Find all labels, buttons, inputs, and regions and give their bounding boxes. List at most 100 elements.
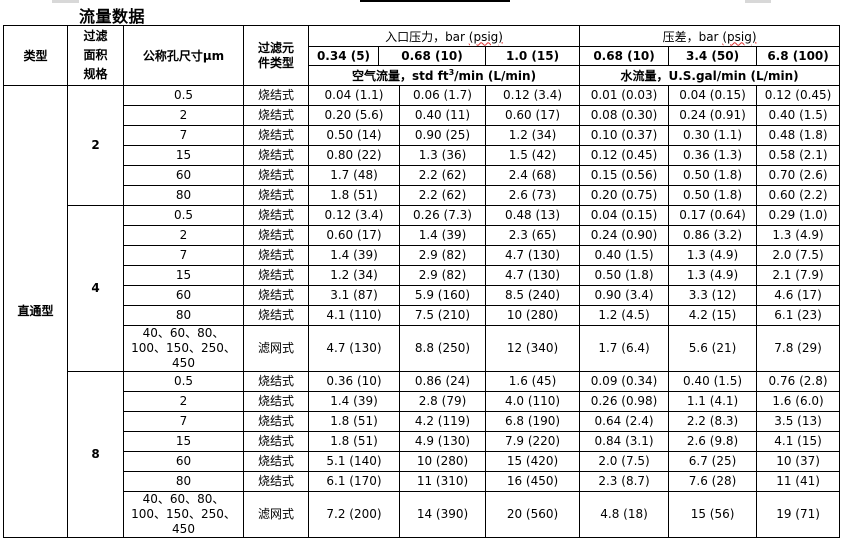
pore-size-text: 2	[179, 228, 188, 242]
air-flow-cell: 0.48 (13)	[484, 205, 581, 226]
water-flow-cell: 0.30 (1.1)	[668, 125, 758, 146]
water-flow-cell: 0.84 (3.1)	[579, 431, 670, 452]
pressure-diff-label: 压差，bar	[662, 29, 719, 44]
filter-area-cell: 8	[67, 371, 124, 538]
air-flow-cell: 1.5 (42)	[484, 145, 581, 166]
pore-size-text: 40、60、80、100、150、250、450	[131, 492, 236, 537]
inlet-pressure-label: 入口压力，bar	[385, 29, 465, 44]
air-flow-cell: 4.2 (119)	[399, 411, 486, 432]
water-flow-cell: 4.2 (15)	[668, 305, 758, 326]
air-flow-cell: 0.12 (3.4)	[308, 205, 400, 226]
element-type-cell: 烧结式	[243, 145, 309, 166]
air-flow-exponent: 3	[448, 68, 455, 77]
table-row: 7 烧结式 1.4 (39) 2.9 (82) 4.7 (130) 0.40 (1.5) 1…	[4, 245, 841, 266]
pore-size-cell: 15	[123, 431, 244, 452]
table-row: 60 烧结式 1.7 (48) 2.2 (62) 2.4 (68) 0.15 (0.56)…	[4, 165, 841, 186]
filter-area-cell: 2	[67, 85, 124, 206]
air-flow-cell: 2.2 (62)	[399, 185, 486, 206]
air-flow-label: 空气流量，std ft	[351, 69, 449, 83]
filter-area-cell: 4	[67, 205, 124, 372]
air-flow-cell: 1.8 (51)	[308, 411, 400, 432]
element-type-cell: 烧结式	[243, 205, 309, 226]
pore-size-cell: 7	[123, 411, 244, 432]
water-flow-cell: 0.40 (1.5)	[668, 371, 758, 392]
pore-size-cell: 0.5	[123, 205, 244, 226]
pore-size-text: 60	[175, 288, 192, 302]
element-type-cell: 烧结式	[243, 105, 309, 126]
water-flow-cell: 2.6 (9.8)	[668, 431, 758, 452]
water-flow-cell: 1.3 (4.9)	[756, 225, 841, 246]
page-rule	[360, 0, 510, 2]
pore-size-cell: 60	[123, 165, 244, 186]
water-flow-cell: 0.12 (0.45)	[579, 145, 670, 166]
pore-size-text: 7	[179, 414, 188, 428]
water-flow-cell: 11 (41)	[756, 471, 841, 492]
pore-size-text: 0.5	[173, 88, 194, 102]
pore-size-text: 7	[179, 128, 188, 142]
pore-size-text: 7	[179, 248, 188, 262]
element-type-cell: 烧结式	[243, 165, 309, 186]
header-water-pressure: 3.4 (50)	[668, 46, 758, 66]
inlet-pressure-unit: (psig)	[468, 29, 503, 44]
air-flow-cell: 0.50 (14)	[308, 125, 400, 146]
water-flow-cell: 2.1 (7.9)	[756, 265, 841, 286]
pore-size-text: 2	[179, 108, 188, 122]
header-air-pressure: 0.34 (5)	[308, 46, 379, 66]
water-flow-cell: 0.08 (0.30)	[579, 105, 670, 126]
water-flow-cell: 0.24 (0.90)	[579, 225, 670, 246]
pore-size-text: 15	[175, 148, 192, 162]
water-flow-cell: 0.70 (2.6)	[756, 165, 841, 186]
pore-size-cell: 0.5	[123, 371, 244, 392]
table-row: 80 烧结式 6.1 (170) 11 (310) 16 (450) 2.3 (8.7) 7…	[4, 471, 841, 492]
header-pore-size: 公称孔尺寸μm	[123, 25, 244, 86]
water-flow-cell: 0.50 (1.8)	[668, 185, 758, 206]
air-flow-cell: 5.1 (140)	[308, 451, 400, 472]
air-flow-cell: 4.0 (110)	[484, 391, 581, 412]
header-water-pressure: 6.8 (100)	[756, 46, 841, 66]
air-flow-cell: 7.9 (220)	[484, 431, 581, 452]
pore-size-text: 0.5	[173, 374, 194, 388]
water-flow-cell: 0.40 (1.5)	[579, 245, 670, 266]
air-flow-unit: /min (L/min)	[454, 69, 537, 83]
water-flow-cell: 0.76 (2.8)	[756, 371, 841, 392]
pore-size-cell: 0.5	[123, 85, 244, 106]
air-flow-cell: 0.40 (11)	[399, 105, 486, 126]
table-row: 15 烧结式 0.80 (22) 1.3 (36) 1.5 (42) 0.12 (0.45…	[4, 145, 841, 166]
element-type-cell: 烧结式	[243, 371, 309, 392]
water-flow-cell: 15 (56)	[668, 491, 758, 538]
air-flow-cell: 0.86 (24)	[399, 371, 486, 392]
air-flow-cell: 5.9 (160)	[399, 285, 486, 306]
air-flow-cell: 14 (390)	[399, 491, 486, 538]
air-flow-cell: 2.2 (62)	[399, 165, 486, 186]
element-type-cell: 烧结式	[243, 411, 309, 432]
water-flow-cell: 1.2 (4.5)	[579, 305, 670, 326]
element-type-cell: 滤网式	[243, 491, 309, 538]
header-filter-area: 过滤面积规格	[67, 25, 124, 86]
pore-size-text: 15	[175, 434, 192, 448]
air-flow-cell: 1.4 (39)	[308, 391, 400, 412]
pore-size-text: 40、60、80、100、150、250、450	[131, 326, 236, 371]
table-row: 40、60、80、100、150、250、450 滤网式 7.2 (200) 14 (…	[4, 491, 841, 538]
element-type-cell: 烧结式	[243, 225, 309, 246]
water-flow-cell: 0.86 (3.2)	[668, 225, 758, 246]
air-flow-cell: 15 (420)	[484, 451, 581, 472]
element-type-cell: 烧结式	[243, 125, 309, 146]
water-flow-cell: 0.04 (0.15)	[579, 205, 670, 226]
flow-data-table: 类型 过滤面积规格 公称孔尺寸μm 过滤元件类型 入口压力，bar (psig)…	[3, 25, 841, 538]
pore-size-cell: 7	[123, 245, 244, 266]
element-type-cell: 烧结式	[243, 305, 309, 326]
water-flow-cell: 1.3 (4.9)	[668, 265, 758, 286]
air-flow-cell: 6.1 (170)	[308, 471, 400, 492]
pore-size-cell: 40、60、80、100、150、250、450	[123, 491, 244, 538]
water-flow-cell: 0.10 (0.37)	[579, 125, 670, 146]
air-flow-cell: 0.90 (25)	[399, 125, 486, 146]
table-row: 2 烧结式 0.20 (5.6) 0.40 (11) 0.60 (17) 0.08 (0.…	[4, 105, 841, 126]
water-flow-cell: 1.6 (6.0)	[756, 391, 841, 412]
table-row: 7 烧结式 0.50 (14) 0.90 (25) 1.2 (34) 0.10 (0.37…	[4, 125, 841, 146]
pore-size-cell: 15	[123, 265, 244, 286]
air-flow-cell: 2.4 (68)	[484, 165, 581, 186]
air-flow-cell: 2.9 (82)	[399, 265, 486, 286]
air-flow-cell: 2.8 (79)	[399, 391, 486, 412]
air-flow-cell: 10 (280)	[484, 305, 581, 326]
air-flow-cell: 0.80 (22)	[308, 145, 400, 166]
